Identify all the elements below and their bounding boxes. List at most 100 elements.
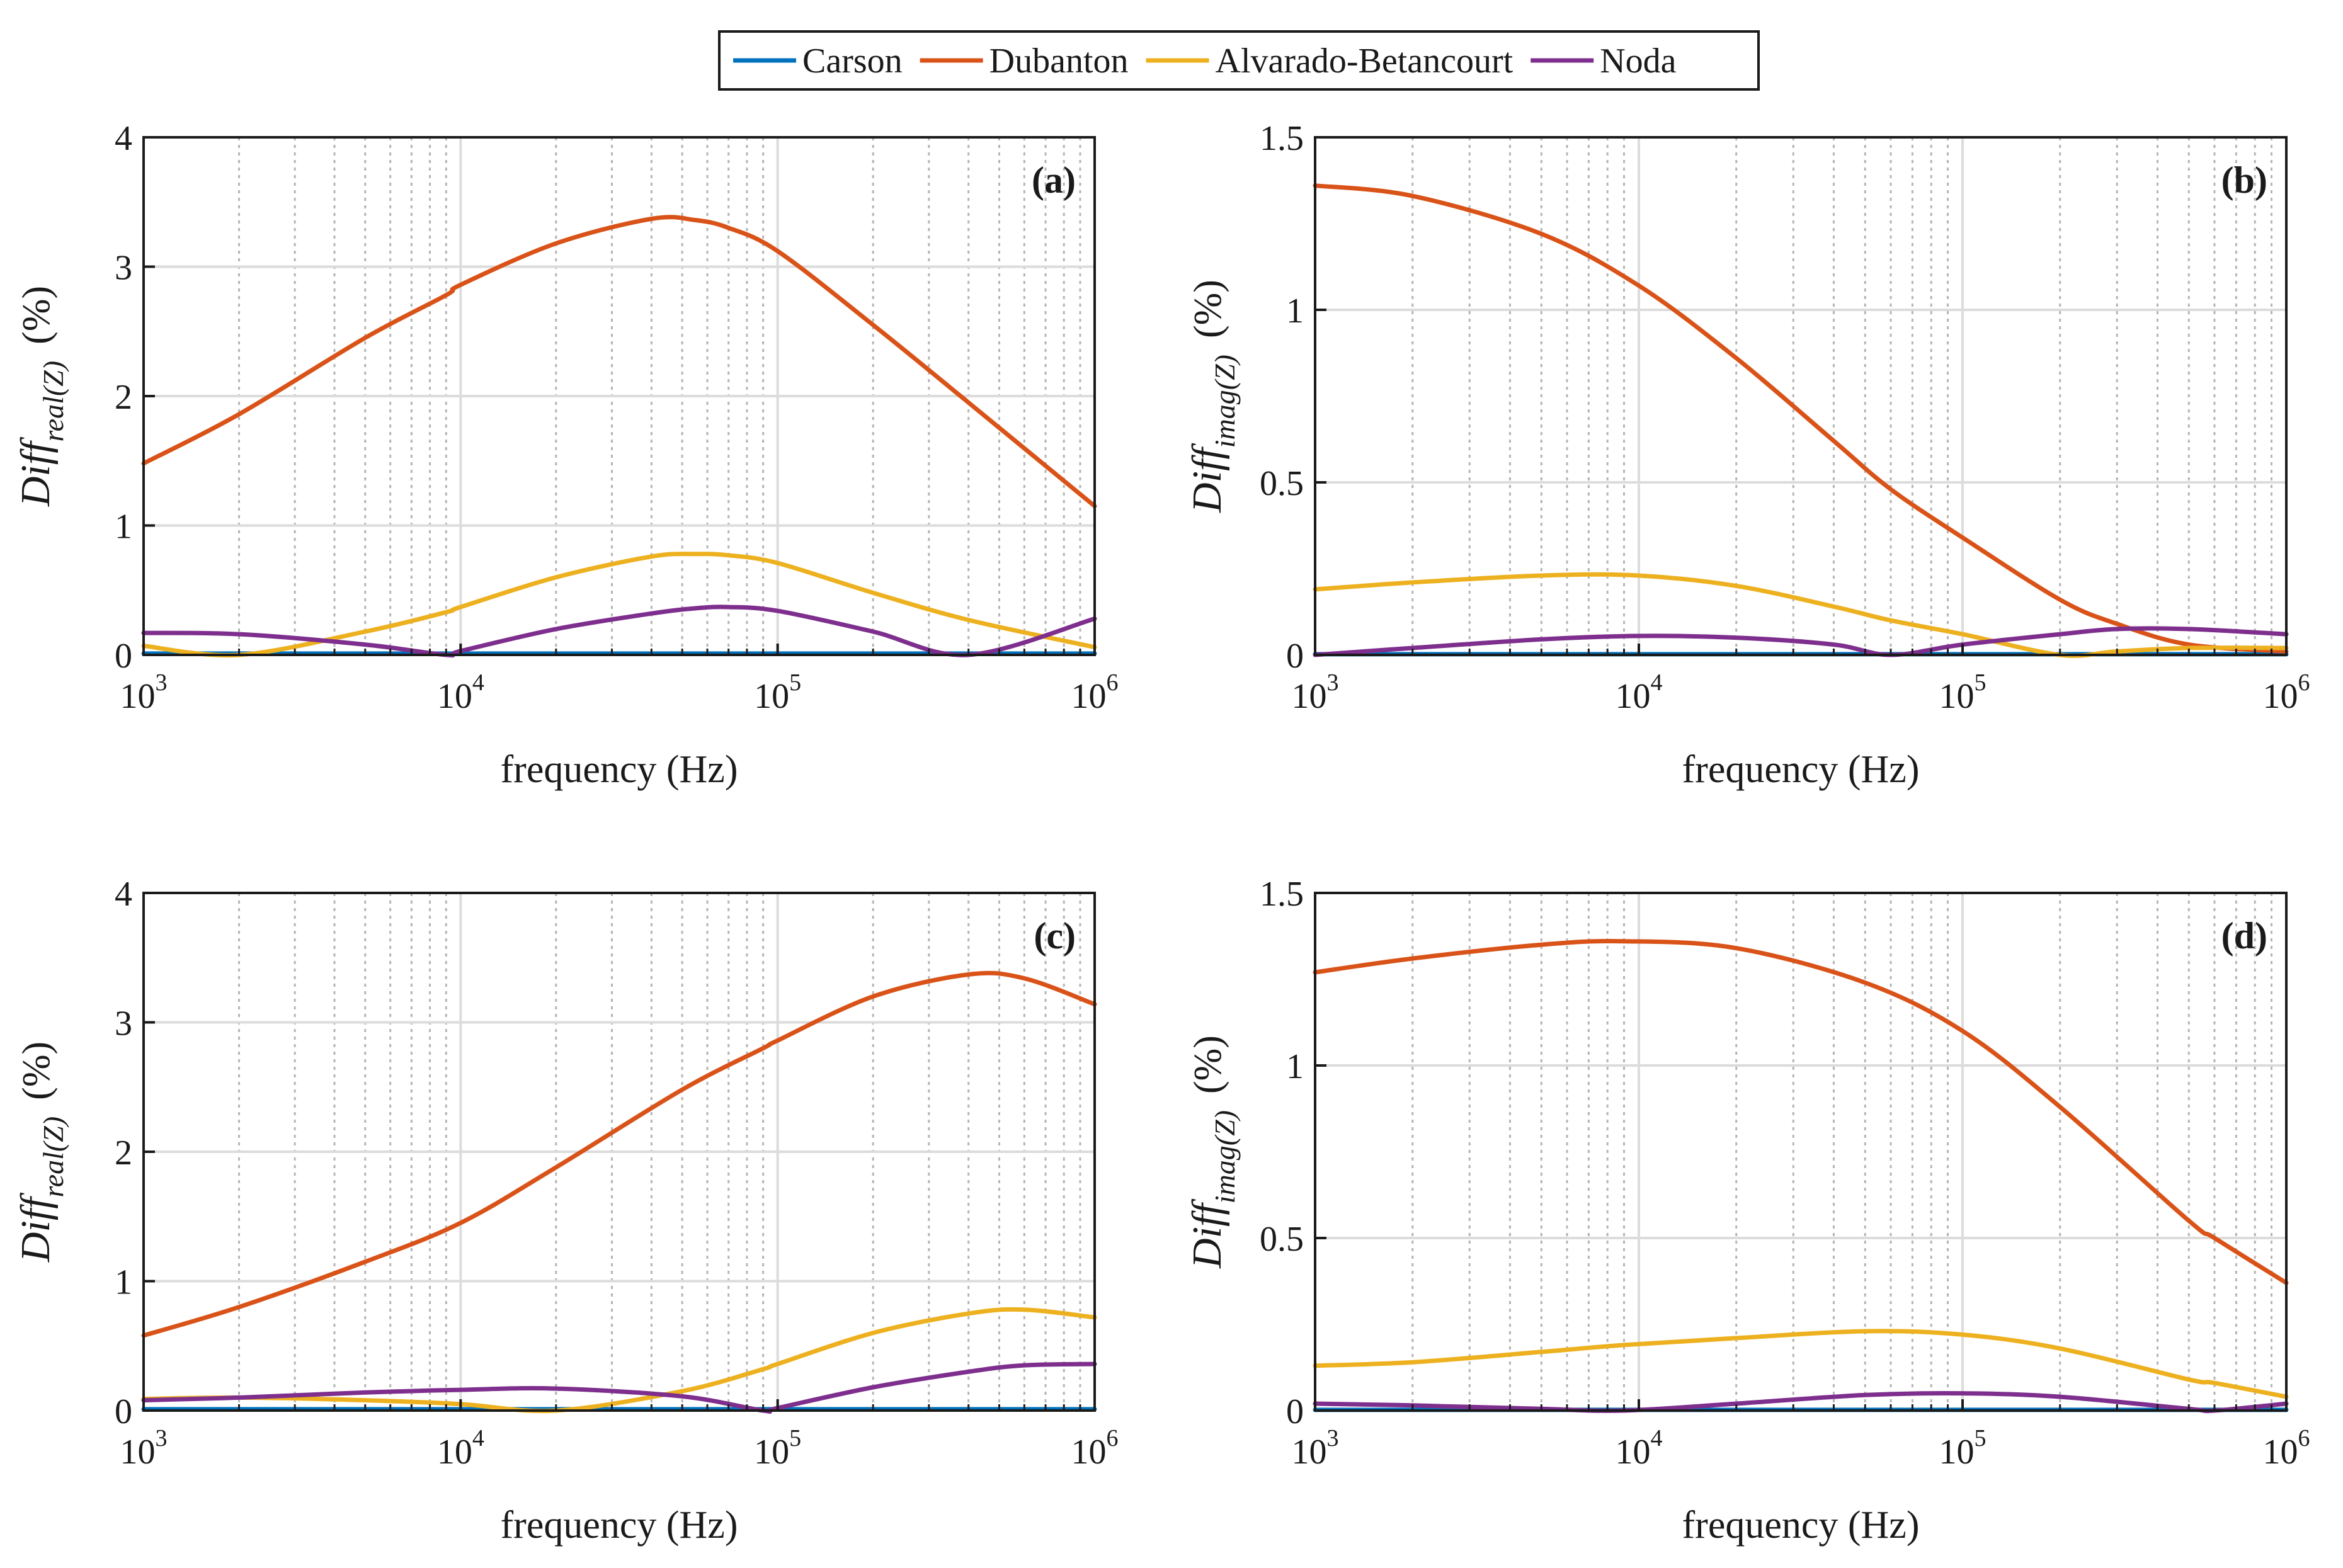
x-tick-base: 10	[754, 1433, 789, 1472]
series-line-dubanton	[1313, 183, 2289, 654]
x-tick-label: 106	[2263, 669, 2310, 716]
y-axis-title-main: Diff	[13, 1193, 59, 1263]
series-line-noda	[141, 1361, 1097, 1414]
x-tick-exponent: 5	[789, 1425, 801, 1452]
series-line-noda	[141, 605, 1097, 658]
x-tick-exponent: 4	[472, 669, 484, 696]
series-line-alvarado-betancourt	[1313, 1329, 2289, 1399]
x-tick-base: 10	[1292, 1433, 1327, 1472]
y-axis-title-unit: (%)	[1187, 280, 1229, 338]
plot-area	[1315, 893, 2286, 1411]
x-tick-exponent: 5	[1975, 1425, 1987, 1452]
y-tick-label: 4	[115, 875, 132, 914]
y-tick-label: 1	[1286, 1047, 1304, 1086]
legend-label-alvarado-betancourt: Alvarado-Betancourt	[1216, 42, 1514, 81]
x-axis-title: frequency (Hz)	[1682, 748, 1920, 791]
y-axis-title-unit: (%)	[15, 1042, 58, 1100]
y-tick-label: 0.5	[1260, 1220, 1304, 1259]
y-axis-title-unit: (%)	[1187, 1035, 1229, 1094]
y-tick-label: 2	[115, 1133, 132, 1173]
y-tick-label: 0	[1286, 1392, 1304, 1431]
series-line-dubanton	[1313, 938, 2289, 1285]
y-axis-title-sub: imag(Z)	[1209, 1110, 1241, 1203]
x-tick-label: 105	[1939, 1425, 1987, 1472]
x-axis-title: frequency (Hz)	[501, 1504, 738, 1547]
x-tick-label: 105	[754, 1425, 801, 1472]
y-tick-label: 1	[115, 508, 132, 547]
y-tick-label: 0	[115, 1392, 132, 1431]
y-tick-label: 3	[115, 1004, 132, 1043]
x-tick-label: 104	[1616, 1425, 1663, 1472]
series-line-dubanton	[141, 970, 1097, 1338]
x-tick-exponent: 5	[789, 669, 801, 696]
y-axis-title-main: Diff	[1184, 443, 1230, 513]
x-tick-label: 105	[1939, 669, 1987, 716]
x-tick-exponent: 3	[156, 669, 168, 696]
y-axis-title: Diffimag(Z) (%)	[1184, 1035, 1241, 1269]
x-tick-exponent: 6	[1107, 669, 1119, 696]
y-axis-title: Diffreal(Z) (%)	[13, 1042, 69, 1263]
axes-box	[1314, 136, 2288, 656]
legend: Carson Dubanton Alvarado-Betancourt Noda	[718, 30, 1760, 91]
series-line-alvarado-betancourt	[1313, 572, 2289, 658]
x-tick-base: 10	[1616, 677, 1651, 716]
series-line-dubanton	[141, 215, 1097, 509]
x-tick-label: 105	[754, 669, 801, 716]
x-tick-base: 10	[1071, 1433, 1107, 1472]
y-tick-label: 0	[115, 637, 132, 676]
y-axis-title-main: Diff	[1184, 1199, 1230, 1269]
x-tick-base: 10	[1071, 677, 1107, 716]
y-tick-label: 4	[115, 119, 132, 158]
y-axis-title-sub: real(Z)	[37, 1116, 69, 1198]
y-tick-label: 1.5	[1260, 875, 1304, 914]
x-tick-label: 104	[437, 669, 484, 716]
x-tick-label: 103	[1292, 669, 1339, 716]
y-tick-label: 3	[115, 249, 132, 288]
series-line-alvarado-betancourt	[141, 552, 1097, 658]
x-tick-base: 10	[1939, 677, 1975, 716]
x-tick-base: 10	[1939, 1433, 1975, 1472]
y-tick-label: 1.5	[1260, 119, 1304, 158]
legend-label-noda: Noda	[1600, 42, 1676, 81]
x-tick-label: 106	[1071, 1425, 1119, 1472]
x-tick-label: 103	[1292, 1425, 1339, 1472]
x-tick-label: 106	[2263, 1425, 2310, 1472]
x-tick-base: 10	[120, 677, 156, 716]
x-tick-base: 10	[1616, 1433, 1651, 1472]
x-tick-label: 104	[437, 1425, 484, 1472]
series-line-noda	[1313, 626, 2289, 657]
panel-label: (b)	[2221, 159, 2267, 201]
x-tick-exponent: 6	[2298, 1425, 2310, 1452]
x-tick-exponent: 6	[2298, 669, 2310, 696]
x-tick-base: 10	[2263, 1433, 2298, 1472]
x-axis-title: frequency (Hz)	[1682, 1504, 1920, 1547]
y-tick-label: 0	[1286, 637, 1304, 676]
x-tick-label: 106	[1071, 669, 1119, 716]
plot-area	[1315, 137, 2286, 655]
y-tick-label: 1	[115, 1263, 132, 1302]
y-tick-label: 2	[115, 378, 132, 417]
panel-label: (c)	[1034, 915, 1076, 957]
x-tick-exponent: 3	[1327, 669, 1339, 696]
x-tick-base: 10	[1292, 677, 1327, 716]
x-tick-exponent: 3	[156, 1425, 168, 1452]
x-tick-exponent: 3	[1327, 1425, 1339, 1452]
legend-label-carson: Carson	[802, 42, 903, 81]
y-axis-title-sub: imag(Z)	[1209, 355, 1241, 448]
y-axis-title: Diffimag(Z) (%)	[1184, 280, 1241, 513]
legend-label-dubanton: Dubanton	[989, 42, 1129, 81]
x-tick-label: 103	[120, 1425, 168, 1472]
x-tick-base: 10	[2263, 677, 2298, 716]
x-tick-label: 103	[120, 669, 168, 716]
x-tick-exponent: 4	[472, 1425, 484, 1452]
x-tick-exponent: 4	[1651, 1425, 1663, 1452]
panel-label: (a)	[1032, 159, 1076, 201]
panel-label: (d)	[2221, 915, 2267, 957]
x-axis-title: frequency (Hz)	[501, 748, 738, 791]
y-axis-title-sub: real(Z)	[37, 361, 69, 442]
y-tick-label: 0.5	[1260, 464, 1304, 503]
